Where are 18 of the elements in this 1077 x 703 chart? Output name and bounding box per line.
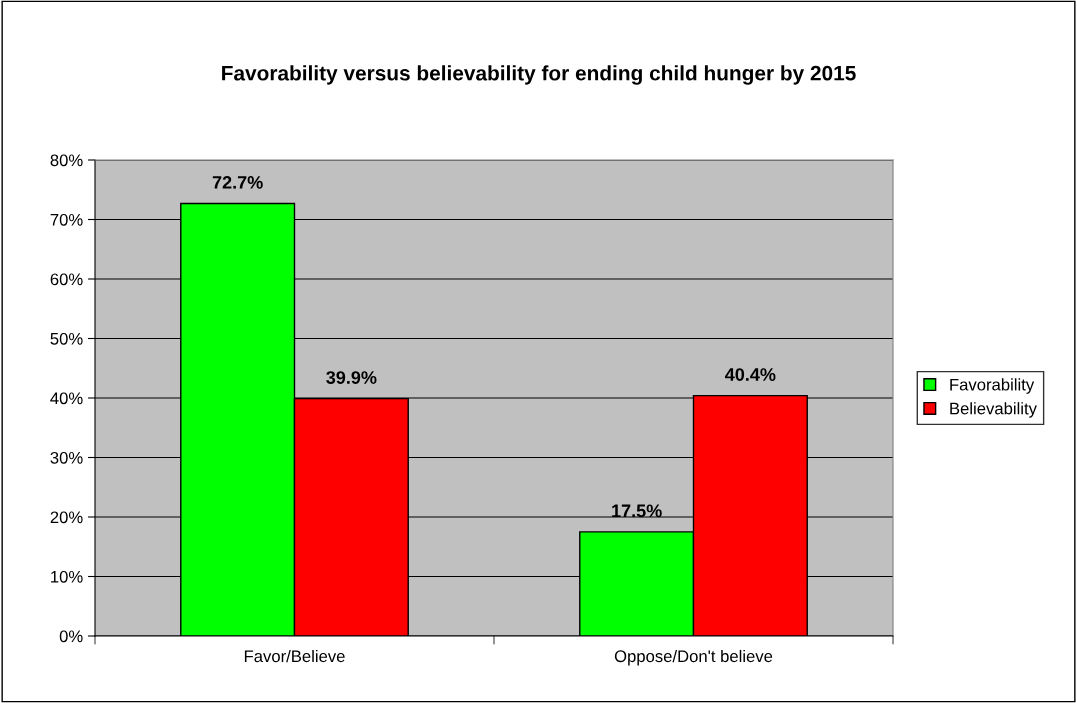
y-tick-label: 50%	[50, 332, 83, 345]
y-tick-label: 60%	[50, 273, 83, 286]
y-tick-label: 10%	[51, 570, 83, 583]
y-tick-label: 80%	[50, 154, 83, 167]
data-label: 39.9%	[326, 371, 377, 384]
data-label: 17.5%	[612, 504, 662, 518]
y-tick-label: 0%	[59, 630, 83, 643]
y-tick-label: 40%	[50, 392, 83, 405]
x-tick-label: Favor/Believe	[244, 649, 345, 663]
data-label: 72.7%	[212, 175, 263, 189]
legend-label: Favorability	[950, 378, 1035, 394]
data-label: 40.4%	[725, 368, 776, 381]
y-tick-label: 30%	[50, 451, 83, 464]
y-tick-label: 70%	[50, 213, 83, 226]
x-tick-label: Oppose/Don't believe	[614, 649, 773, 666]
y-tick-label: 20%	[50, 511, 83, 524]
legend-label: Believability	[950, 402, 1037, 418]
chart-title: Favorability versus believability for ending child hunger by 2015	[222, 65, 856, 85]
